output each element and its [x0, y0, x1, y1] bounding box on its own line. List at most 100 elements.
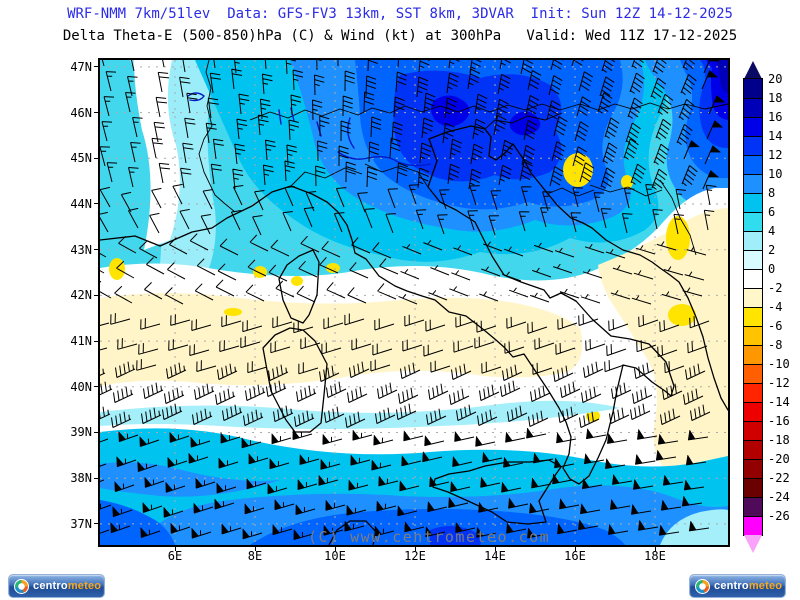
- colorbar-segment: [744, 459, 762, 478]
- lat-axis-tick: [94, 157, 100, 159]
- colorbar-tick-label: -18: [768, 433, 790, 447]
- centrometeo-logo[interactable]: centrometeo: [8, 574, 105, 598]
- centrometeo-swirl-icon: [695, 578, 710, 594]
- colorbar-segment: [744, 516, 762, 535]
- logo-text-centro: centro: [714, 580, 749, 592]
- colorbar-segment: [744, 174, 762, 193]
- colorbar-tick-label: -4: [768, 300, 783, 314]
- fill-ne-16-18: [716, 60, 728, 94]
- centrometeo-logo-text: centrometeo: [33, 580, 101, 592]
- graticule: [100, 60, 728, 545]
- colorbar-tick-label: 8: [768, 186, 776, 200]
- lat-axis-label: 42N: [70, 288, 92, 303]
- colorbar-segment: [744, 383, 762, 402]
- logo-text-meteo: meteo: [67, 580, 102, 592]
- colorbar-segment: [744, 269, 762, 288]
- lat-axis-tick: [94, 249, 100, 251]
- lon-axis-label: 14E: [484, 549, 506, 563]
- colorbar-tick-label: 0: [768, 262, 776, 276]
- colorbar-tick-label: -24: [768, 490, 790, 504]
- colorbar-segment: [744, 231, 762, 250]
- lat-axis-label: 47N: [70, 59, 92, 74]
- colorbar-tick-label: 16: [768, 110, 783, 124]
- lon-axis-tick: [414, 545, 416, 551]
- colorbar-segment: [744, 364, 762, 383]
- colorbar-segment: [744, 421, 762, 440]
- fill-pale-streak-south: [100, 400, 620, 429]
- colorbar-tick-label: -2: [768, 281, 783, 295]
- lon-axis-label: 6E: [167, 549, 183, 563]
- colorbar-tick-label: 18: [768, 91, 783, 105]
- lat-axis-label: 39N: [70, 425, 92, 440]
- colorbar-segment: [744, 326, 762, 345]
- lat-axis-label: 45N: [70, 151, 92, 166]
- colorbar-tick-label: 10: [768, 167, 783, 181]
- lat-axis-tick: [94, 112, 100, 114]
- colorbar-segment: [744, 497, 762, 516]
- colorbar-segment: [744, 79, 762, 98]
- colorbar-arrow-top: [744, 61, 762, 79]
- lat-axis-tick: [94, 294, 100, 296]
- colorbar-segment: [744, 288, 762, 307]
- centrometeo-logo[interactable]: centrometeo: [689, 574, 786, 598]
- lon-axis-tick: [174, 545, 176, 551]
- fill-pale-topleft: [100, 60, 216, 305]
- logo-text-centro: centro: [33, 580, 68, 592]
- colorbar-tick-label: -8: [768, 338, 783, 352]
- colorbar-segment: [744, 98, 762, 117]
- fill-sw-corner-10-12: [100, 500, 175, 545]
- fill-south-12-14-speck: [430, 526, 482, 545]
- colorbar-segment: [744, 402, 762, 421]
- lat-axis-label: 40N: [70, 379, 92, 394]
- colorbar-tick-label: -26: [768, 509, 790, 523]
- lat-axis-label: 44N: [70, 196, 92, 211]
- lat-axis-tick: [94, 66, 100, 68]
- political-borders: [198, 60, 728, 256]
- colorbar-tick-label: 14: [768, 129, 783, 143]
- colorbar-tick-label: 12: [768, 148, 783, 162]
- colorbar-segment: [744, 478, 762, 497]
- weather-map: [98, 58, 730, 547]
- lon-axis-tick: [654, 545, 656, 551]
- lon-axis-label: 16E: [564, 549, 586, 563]
- lat-axis-tick: [94, 523, 100, 525]
- product-title: Delta Theta-E (500-850)hPa (C) & Wind (k…: [62, 28, 738, 44]
- colorbar-segment: [744, 250, 762, 269]
- colorbar-segment: [744, 155, 762, 174]
- colorbar-tick-label: -22: [768, 471, 790, 485]
- fill-cream-band: [100, 293, 583, 386]
- lat-axis-tick: [94, 386, 100, 388]
- map-canvas: [100, 60, 728, 545]
- colorbar-segment: [744, 117, 762, 136]
- lat-axis-label: 43N: [70, 242, 92, 257]
- rivers-lakes: [187, 92, 431, 167]
- lon-axis-tick: [574, 545, 576, 551]
- lat-axis-tick: [94, 431, 100, 433]
- lat-axis-label: 38N: [70, 471, 92, 486]
- colorbar-segment: [744, 212, 762, 231]
- lon-axis-tick: [334, 545, 336, 551]
- lat-axis-label: 41N: [70, 334, 92, 349]
- fill-north-14-16-speck: [431, 95, 541, 136]
- colorbar: [743, 78, 763, 536]
- lon-axis-tick: [254, 545, 256, 551]
- lon-axis-label: 18E: [644, 549, 666, 563]
- colorbar-arrow-bottom: [744, 535, 762, 553]
- watermark: (C) www.centrometeo.com: [308, 528, 551, 546]
- fill-white-topleft: [134, 60, 180, 250]
- colorbar-tick-label: -12: [768, 376, 790, 390]
- centrometeo-swirl-icon: [14, 578, 29, 594]
- coastline: [100, 125, 728, 545]
- lon-axis-label: 8E: [247, 549, 263, 563]
- colorbar-tick-label: -6: [768, 319, 783, 333]
- centrometeo-logo-text: centrometeo: [714, 580, 782, 592]
- colorbar-tick-label: -10: [768, 357, 790, 371]
- lat-axis-label: 37N: [70, 516, 92, 531]
- colorbar-segment: [744, 345, 762, 364]
- colorbar-tick-label: -16: [768, 414, 790, 428]
- model-title: WRF-NMM 7km/51lev Data: GFS-FV3 13km, SS…: [67, 6, 733, 22]
- colorbar-tick-label: 4: [768, 224, 776, 238]
- colorbar-segment: [744, 136, 762, 155]
- colorbar-tick-label: 2: [768, 243, 776, 257]
